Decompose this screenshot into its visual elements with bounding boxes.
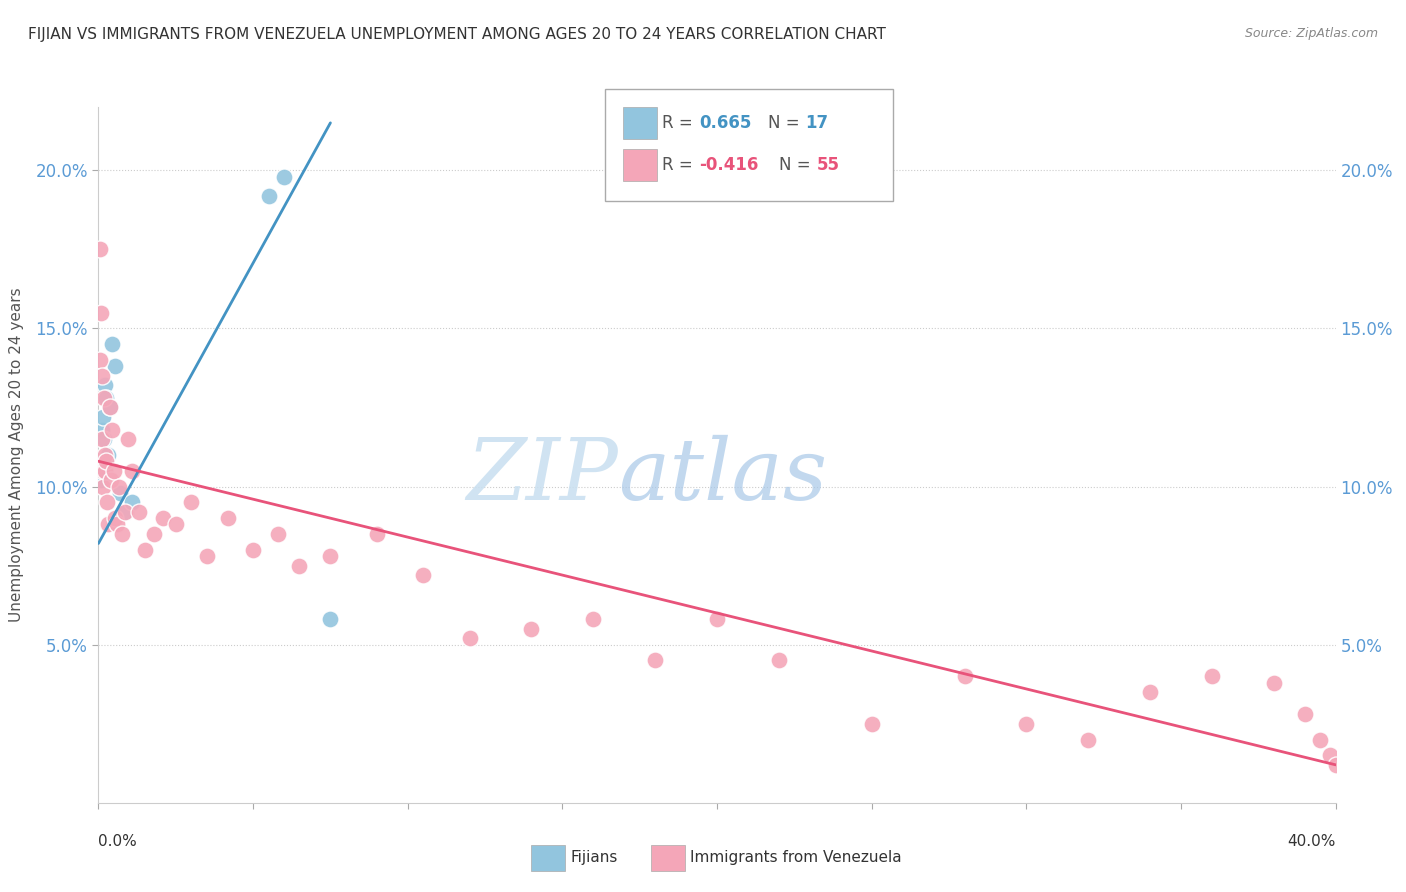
Point xyxy=(180,495,202,509)
Text: Immigrants from Venezuela: Immigrants from Venezuela xyxy=(690,850,903,864)
Point xyxy=(644,653,666,667)
Point xyxy=(242,542,264,557)
Point xyxy=(217,511,239,525)
Point xyxy=(117,432,139,446)
Point xyxy=(89,243,111,257)
Point xyxy=(1309,732,1331,747)
Point xyxy=(96,391,118,405)
Text: Source: ZipAtlas.com: Source: ZipAtlas.com xyxy=(1244,27,1378,40)
Text: FIJIAN VS IMMIGRANTS FROM VENEZUELA UNEMPLOYMENT AMONG AGES 20 TO 24 YEARS CORRE: FIJIAN VS IMMIGRANTS FROM VENEZUELA UNEM… xyxy=(28,27,886,42)
Point xyxy=(101,337,124,351)
Point xyxy=(90,305,112,319)
Point xyxy=(93,479,115,493)
Point xyxy=(103,464,125,478)
Point xyxy=(520,622,543,636)
Point xyxy=(96,495,118,509)
Text: R =: R = xyxy=(662,114,699,132)
Point xyxy=(1263,675,1285,690)
Point xyxy=(108,486,131,500)
Point xyxy=(1324,757,1347,772)
Text: 40.0%: 40.0% xyxy=(1288,834,1336,849)
Point xyxy=(143,527,166,541)
Text: 17: 17 xyxy=(806,114,828,132)
Point xyxy=(108,479,131,493)
Point xyxy=(104,511,127,525)
Point xyxy=(96,454,118,468)
Point xyxy=(111,527,134,541)
Point xyxy=(152,511,174,525)
Point xyxy=(165,517,187,532)
Point xyxy=(91,423,114,437)
Point xyxy=(90,432,112,446)
Point xyxy=(114,505,136,519)
Point xyxy=(115,505,138,519)
Point xyxy=(366,527,388,541)
Point xyxy=(89,464,111,478)
Point xyxy=(273,169,295,184)
Text: 0.0%: 0.0% xyxy=(98,834,138,849)
Point xyxy=(93,448,115,462)
Point xyxy=(121,495,143,509)
Point xyxy=(98,401,121,415)
Y-axis label: Unemployment Among Ages 20 to 24 years: Unemployment Among Ages 20 to 24 years xyxy=(10,287,24,623)
Point xyxy=(1139,685,1161,699)
Point xyxy=(94,378,117,392)
Text: ZIP: ZIP xyxy=(467,434,619,517)
Point xyxy=(257,188,280,202)
Point xyxy=(89,353,111,368)
Point xyxy=(458,632,481,646)
Point xyxy=(97,448,120,462)
Text: N =: N = xyxy=(768,114,804,132)
Point xyxy=(97,517,120,532)
Point xyxy=(104,359,127,374)
Text: 0.665: 0.665 xyxy=(699,114,751,132)
Point xyxy=(953,669,976,683)
Point xyxy=(91,368,114,383)
Text: 55: 55 xyxy=(817,156,839,174)
Point xyxy=(412,568,434,582)
Point xyxy=(1319,748,1341,763)
Point xyxy=(94,464,117,478)
Point xyxy=(1201,669,1223,683)
Point xyxy=(582,612,605,626)
Point xyxy=(90,473,112,487)
Point xyxy=(93,391,115,405)
Point xyxy=(319,612,342,626)
Point xyxy=(288,558,311,573)
Point xyxy=(1294,707,1316,722)
Point xyxy=(768,653,790,667)
Point xyxy=(267,527,290,541)
Point xyxy=(121,464,143,478)
Point xyxy=(319,549,342,563)
Point xyxy=(100,473,122,487)
Text: R =: R = xyxy=(662,156,699,174)
Text: -0.416: -0.416 xyxy=(699,156,758,174)
Point xyxy=(134,542,156,557)
Point xyxy=(101,423,124,437)
Point xyxy=(706,612,728,626)
Point xyxy=(91,464,114,478)
Text: atlas: atlas xyxy=(619,434,827,517)
Point xyxy=(98,401,121,415)
Text: Fijians: Fijians xyxy=(571,850,619,864)
Point xyxy=(91,409,114,424)
Point xyxy=(105,517,128,532)
Point xyxy=(93,432,115,446)
Point xyxy=(128,505,150,519)
Text: N =: N = xyxy=(779,156,815,174)
Point xyxy=(195,549,218,563)
Point xyxy=(860,716,883,731)
Point xyxy=(1077,732,1099,747)
Point xyxy=(1015,716,1038,731)
